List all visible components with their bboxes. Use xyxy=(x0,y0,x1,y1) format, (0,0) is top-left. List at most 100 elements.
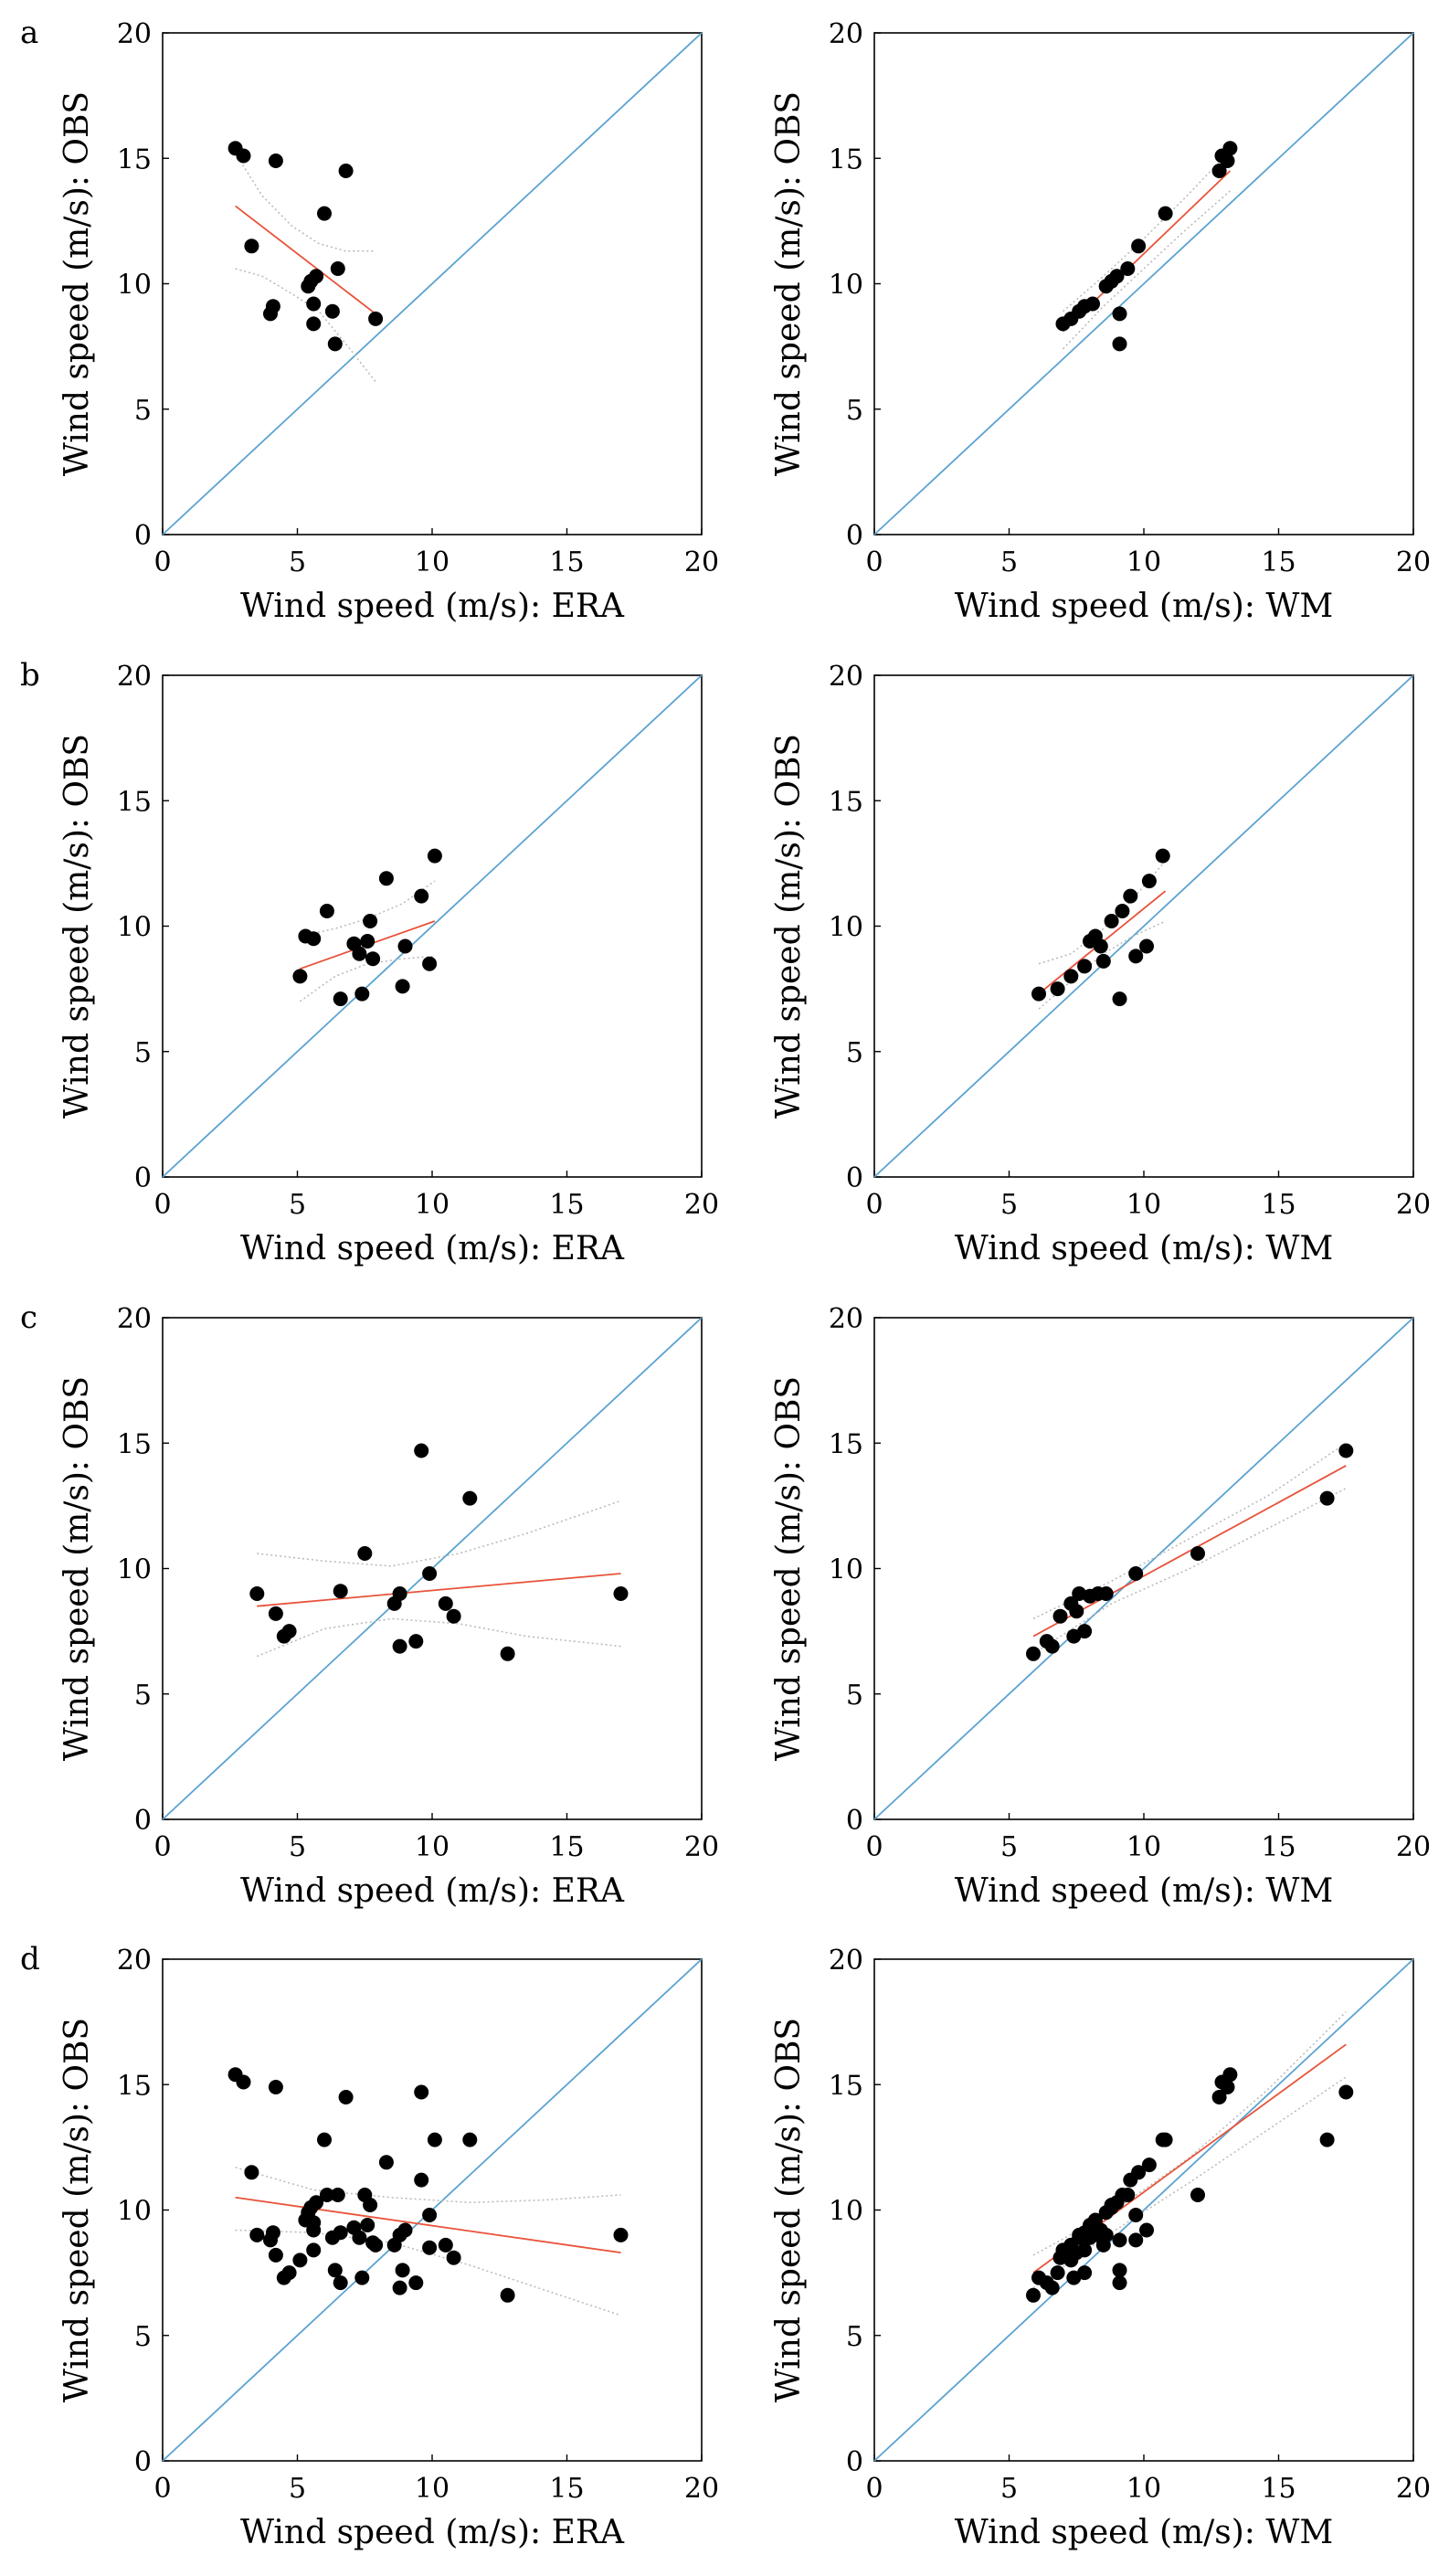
chart-a-era-data-point xyxy=(327,336,343,352)
chart-c-era: 0 5 10 15 20 0 5 10 15 20 Wind speed (m/s): ERA Win… xyxy=(58,1303,719,1910)
chart-b-era-data-point xyxy=(378,871,394,886)
chart-b-wm-data-point xyxy=(1093,938,1108,954)
chart-d-era-data-point xyxy=(408,2275,424,2291)
chart-c-wm-xtick-label: 20 xyxy=(1396,1831,1431,1863)
scatter-plots: 0 5 10 15 20 0 5 10 15 20 Wind speed (m/s): ERA Win… xyxy=(58,18,1431,2551)
chart-b-era-ytick-label: 10 xyxy=(117,912,152,944)
chart-c-wm-ytick-label: 5 xyxy=(846,1680,863,1712)
chart-d-wm-ytick-label: 10 xyxy=(829,2196,863,2228)
chart-d-era-data-point xyxy=(500,2287,515,2303)
chart-b-era-data-point xyxy=(414,888,429,904)
chart-c-wm-xlabel: Wind speed (m/s): WM xyxy=(955,1872,1333,1910)
chart-a-era-ytick-label: 10 xyxy=(117,270,152,302)
chart-b-era-data-point xyxy=(333,991,348,1007)
chart-c-wm-data-point xyxy=(1044,1638,1060,1654)
chart-a-era-data-point xyxy=(268,154,283,168)
chart-d-era-data-point xyxy=(292,2253,308,2268)
chart-a-era-ytick-label: 5 xyxy=(134,395,152,427)
chart-b-era-xlabel: Wind speed (m/s): ERA xyxy=(240,1230,625,1267)
panel-label-d: d xyxy=(20,1941,40,1977)
chart-b-wm-ytick-label: 10 xyxy=(829,912,863,944)
chart-b-era-data-point xyxy=(397,938,413,954)
chart-c-era-ytick-label: 0 xyxy=(134,1805,152,1837)
chart-a-era-data-point xyxy=(368,311,384,326)
chart-b-era-data-point xyxy=(395,979,410,994)
chart-b-wm-data-point xyxy=(1115,904,1130,918)
chart-d-wm-data-point xyxy=(1044,2280,1060,2295)
chart-d-era-data-point xyxy=(268,2080,283,2094)
chart-c-wm-xtick-label: 5 xyxy=(1000,1831,1018,1863)
chart-c-era-data-point xyxy=(446,1608,461,1624)
chart-d-wm-data-point xyxy=(1220,2080,1235,2094)
chart-a-era-data-point xyxy=(306,296,322,312)
chart-c-wm-ytick-label: 15 xyxy=(829,1428,863,1460)
chart-d-era-xtick-label: 20 xyxy=(684,2473,719,2505)
chart-b-wm-xtick-label: 15 xyxy=(1261,1189,1296,1221)
chart-a-wm-xtick-label: 20 xyxy=(1396,546,1431,578)
chart-d-wm-data-point xyxy=(1123,2172,1138,2188)
chart-d-era-data-point xyxy=(392,2280,407,2295)
chart-b-era-data-point xyxy=(292,969,308,984)
chart-c-era-ci-lower-band xyxy=(257,1617,621,1658)
chart-c-era-data-point xyxy=(249,1586,265,1601)
chart-d-era-ytick-label: 5 xyxy=(134,2321,152,2353)
panel-label-a: a xyxy=(20,15,38,51)
chart-c-era-fit-line xyxy=(257,1573,621,1607)
chart-a-era-data-point xyxy=(324,303,340,319)
chart-c-era-xtick-label: 15 xyxy=(549,1831,584,1863)
chart-d-era-data-point xyxy=(613,2227,629,2242)
chart-d-era-data-point xyxy=(306,2242,322,2258)
chart-d-wm-data-point xyxy=(1026,2287,1041,2303)
chart-a-wm-xtick-label: 15 xyxy=(1261,546,1296,578)
chart-c-wm-identity-line xyxy=(873,1317,1414,1820)
chart-d-wm-data-point xyxy=(1077,2265,1093,2281)
chart-b-wm-ylabel: Wind speed (m/s): OBS xyxy=(770,734,808,1118)
chart-b-era-data-point xyxy=(363,914,378,928)
chart-c-wm-xtick-label: 10 xyxy=(1126,1831,1161,1863)
chart-a-era: 0 5 10 15 20 0 5 10 15 20 Wind speed (m/s): ERA Win… xyxy=(58,18,719,625)
chart-c-wm-data-point xyxy=(1338,1443,1354,1458)
chart-a-era-ytick-label: 0 xyxy=(134,520,152,552)
chart-d-era-data-point xyxy=(422,2208,438,2222)
chart-d-wm-xtick-label: 5 xyxy=(1000,2473,1018,2505)
chart-b-era-data-point xyxy=(422,956,438,971)
chart-d-wm-data-point xyxy=(1050,2265,1065,2281)
chart-a-era-data-point xyxy=(338,164,354,178)
chart-b-era-xtick-label: 0 xyxy=(153,1189,171,1221)
chart-c-wm-data-point xyxy=(1052,1608,1068,1624)
chart-a-era-ytick-label: 20 xyxy=(117,18,152,50)
chart-a-wm-ci-upper-band xyxy=(1063,150,1231,313)
chart-d-era-data-point xyxy=(365,2235,381,2251)
chart-d-era-fit-line xyxy=(235,2196,621,2254)
chart-a-era-ci-upper-band xyxy=(234,153,376,252)
chart-d-era-data-point xyxy=(319,2188,334,2202)
chart-d-era-ytick-label: 20 xyxy=(117,1945,152,1977)
chart-b-wm-data-point xyxy=(1112,991,1127,1007)
chart-d-era-data-point xyxy=(236,2074,251,2090)
chart-d-era-data-point xyxy=(333,2225,348,2241)
chart-a-era-xtick-label: 15 xyxy=(549,546,584,578)
chart-a-era-identity-line xyxy=(162,32,703,535)
chart-d-era-xtick-label: 10 xyxy=(415,2473,450,2505)
chart-c-wm-data-point xyxy=(1026,1646,1041,1661)
chart-b-wm-ytick-label: 15 xyxy=(829,786,863,818)
chart-d-wm-data-point xyxy=(1112,2275,1127,2291)
chart-a-wm-data-point xyxy=(1158,206,1173,221)
chart-a-era-data-point xyxy=(330,261,345,276)
chart-a-wm-identity-line xyxy=(873,32,1414,535)
chart-d-wm-ytick-label: 20 xyxy=(829,1945,863,1977)
chart-d-wm-ci-upper-band xyxy=(1032,2011,1347,2256)
chart-a-era-data-point xyxy=(309,269,324,284)
chart-d-wm-data-point xyxy=(1112,2232,1127,2248)
chart-b-era-ytick-label: 0 xyxy=(134,1162,152,1194)
chart-c-wm-ci-lower-band xyxy=(1032,1488,1347,1655)
chart-b-era-data-point xyxy=(427,848,442,864)
chart-d-era-data-point xyxy=(309,2195,324,2210)
chart-b-wm-data-point xyxy=(1139,938,1154,954)
chart-a-wm-data-point xyxy=(1131,239,1147,254)
chart-c-era-data-point xyxy=(281,1624,297,1639)
chart-a-era-ytick-label: 15 xyxy=(117,143,152,175)
chart-b-wm-xlabel: Wind speed (m/s): WM xyxy=(955,1230,1333,1267)
chart-c-era-data-point xyxy=(408,1634,424,1649)
chart-a-era-data-point xyxy=(265,299,280,314)
